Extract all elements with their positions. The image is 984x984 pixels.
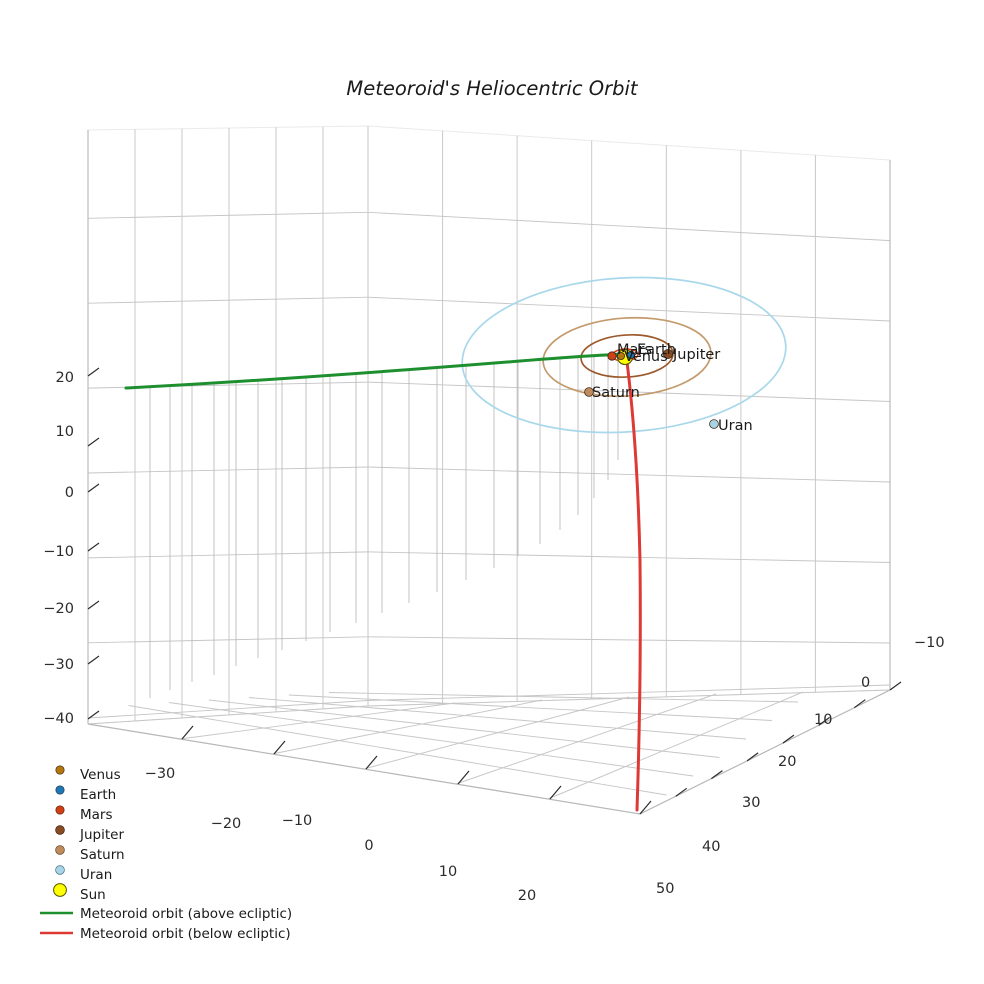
legend-marker-mars <box>55 805 65 815</box>
x-tick-label-1: −20 <box>211 816 242 832</box>
legend-label-venus: Venus <box>80 767 121 783</box>
planet-annotations: Mars Venus Earth Jupiter Saturn Uran <box>592 342 753 434</box>
legend-label-above-ecliptic: Meteoroid orbit (above ecliptic) <box>80 906 292 922</box>
legend-label-sun: Sun <box>80 887 106 903</box>
planet-marker-earth <box>627 350 636 359</box>
x-tick-label-0: −30 <box>145 766 176 782</box>
legend-label-mars: Mars <box>80 807 113 823</box>
z-tick-label-4: −20 <box>43 601 74 617</box>
annotation-uran: Uran <box>718 418 753 434</box>
meteoroid-orbit-below-ecliptic <box>624 352 642 812</box>
z-tick-label-2: 0 <box>65 485 74 501</box>
legend: Venus Earth Mars Jupiter Saturn Uran Sun… <box>40 765 292 942</box>
planet-markers <box>584 348 719 429</box>
planet-marker-mars <box>607 351 617 361</box>
legend-marker-jupiter <box>55 825 65 835</box>
planet-marker-uran <box>709 419 719 429</box>
legend-marker-venus <box>55 765 65 775</box>
axis-spines <box>87 130 891 815</box>
annotation-venus: Venus <box>624 349 668 365</box>
z-axis-ticks: 20 10 0 −10 −20 −30 −40 <box>43 367 100 727</box>
y-tick-label-3: 20 <box>778 754 796 770</box>
y-tick-label-5: 40 <box>702 839 720 855</box>
z-tick-label-6: −40 <box>43 711 74 727</box>
z-tick-label-1: 10 <box>56 424 74 440</box>
meteoroid-orbit-above-ecliptic <box>124 352 628 390</box>
annotation-mars: Mars <box>617 342 652 358</box>
x-tick-label-3: 0 <box>364 838 373 854</box>
planet-marker-jupiter <box>663 348 674 359</box>
meteoroid-droplines <box>149 354 619 698</box>
z-tick-label-3: −10 <box>43 544 74 560</box>
y-tick-label-0: −10 <box>914 635 945 651</box>
y-tick-label-6: 50 <box>656 881 674 897</box>
legend-marker-earth <box>55 785 65 795</box>
annotation-jupiter: Jupiter <box>672 347 720 363</box>
axes-panes <box>87 125 891 815</box>
y-tick-label-2: 10 <box>814 712 832 728</box>
x-tick-label-2: −10 <box>282 813 313 829</box>
y-tick-label-1: 0 <box>861 675 870 691</box>
annotation-earth: Earth <box>637 342 676 358</box>
y-tick-label-4: 30 <box>742 795 760 811</box>
y-axis-ticks: −10 0 10 20 30 40 50 <box>656 635 945 897</box>
annotation-saturn: Saturn <box>592 385 640 401</box>
legend-marker-sun <box>53 883 67 897</box>
pane-right-wall <box>367 125 891 707</box>
z-tick-label-5: −30 <box>43 657 74 673</box>
x-tick-label-5: 20 <box>518 888 536 904</box>
grid-floor <box>87 689 891 815</box>
legend-label-jupiter: Jupiter <box>79 827 124 843</box>
z-tick-label-0: 20 <box>56 370 74 386</box>
legend-marker-uran <box>55 865 65 875</box>
x-axis-ticks: −30 −20 −10 0 10 20 <box>145 725 652 904</box>
x-tick-label-4: 10 <box>439 864 457 880</box>
legend-marker-saturn <box>55 845 65 855</box>
planet-marker-saturn <box>584 387 594 397</box>
legend-label-saturn: Saturn <box>80 847 125 863</box>
legend-label-earth: Earth <box>80 787 116 803</box>
legend-label-uran: Uran <box>80 867 112 883</box>
planet-marker-venus <box>617 351 626 360</box>
page-title: Meteoroid's Heliocentric Orbit <box>346 77 639 100</box>
legend-label-below-ecliptic: Meteoroid orbit (below ecliptic) <box>80 926 291 942</box>
